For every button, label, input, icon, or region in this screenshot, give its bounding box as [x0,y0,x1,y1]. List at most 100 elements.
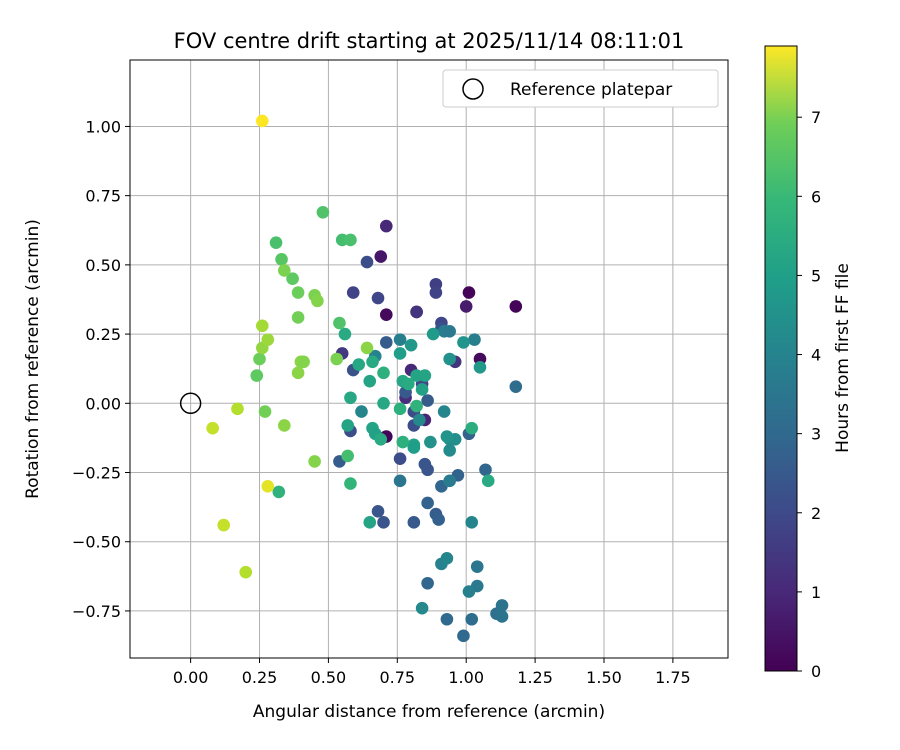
data-point [470,560,484,573]
data-point [344,391,357,405]
data-point [377,366,390,380]
x-tick-label: 0.25 [242,668,278,687]
legend-box [442,69,719,108]
data-point [443,325,456,338]
colorbar-tick-label: 0 [811,662,821,681]
data-point [374,250,388,263]
data-point [275,253,288,266]
data-point [272,485,286,499]
data-points [206,114,523,643]
data-point [421,576,434,590]
x-axis-ticks: 0.00 0.25 0.50 0.75 1.00 1.25 1.50 1.75 [173,658,691,687]
data-point [410,305,423,319]
data-point [258,405,272,418]
colorbar-tick-label: 2 [811,504,821,523]
y-tick-label: 1.00 [85,117,121,136]
data-point [393,333,407,346]
data-point [413,413,426,427]
data-point [440,430,454,443]
data-point [291,311,305,324]
data-point [377,516,390,529]
colorbar: 0 1 2 3 4 5 6 7 Hours from first FF file [764,45,853,681]
x-axis-label: Angular distance from reference (arcmin) [253,702,605,722]
data-point [341,449,355,463]
data-point [393,452,407,465]
data-point [495,610,509,623]
data-point [379,308,393,322]
x-tick-label: 1.00 [448,668,484,687]
data-point [481,474,495,488]
data-point [457,629,470,643]
data-point [393,347,407,360]
data-point [418,369,432,382]
data-point [468,333,481,346]
data-point [509,380,523,393]
data-point [316,205,330,219]
data-point [462,286,476,299]
data-point [415,601,429,615]
data-point [346,286,360,299]
data-point [374,432,388,446]
chart-title: FOV centre drift starting at 2025/11/14 … [174,29,685,53]
data-point [443,352,456,366]
reference-open-circle-icon [179,392,202,415]
data-point [432,513,445,526]
data-point [473,361,487,374]
data-point [404,338,418,352]
legend-label: Reference platepar [510,80,672,100]
data-point [440,612,454,626]
data-point [465,421,479,435]
y-tick-label: 0.25 [85,325,121,344]
data-point [407,441,421,454]
data-point [341,419,355,432]
y-tick-label: −0.50 [72,533,121,552]
data-point [255,114,269,128]
data-point [278,419,291,432]
data-point [437,405,451,418]
data-point [261,480,275,493]
x-tick-label: 0.00 [173,668,209,687]
data-point [459,300,473,313]
colorbar-tick-label: 3 [811,425,821,444]
data-point [330,352,343,366]
data-point [457,336,470,349]
data-point [421,463,434,477]
data-point [338,327,352,341]
y-axis-label: Rotation from reference (arcmin) [23,219,43,499]
y-tick-label: 0.00 [85,394,121,413]
data-point [407,516,421,529]
data-point [363,516,377,529]
data-point [421,394,434,407]
colorbar-tick-label: 4 [811,346,821,365]
colorbar-gradient [764,45,798,672]
y-tick-label: 0.50 [85,256,121,275]
data-point [231,402,244,416]
grid-lines [130,60,728,658]
data-point [393,402,407,416]
data-point [286,272,299,286]
data-point [371,291,385,305]
plot-frame [129,59,729,659]
data-point [360,341,374,355]
colorbar-tick-label: 6 [811,187,821,206]
y-tick-label: 0.75 [85,187,121,206]
data-point [377,396,390,410]
data-point [479,463,492,477]
data-point [462,585,476,598]
data-point [379,219,393,233]
legend-open-circle-icon [462,78,484,100]
data-point [344,233,357,247]
data-point [443,474,456,488]
data-point [393,474,407,488]
data-point [255,319,269,333]
data-point [426,327,440,341]
data-point [206,421,219,435]
reference-point [179,392,202,415]
colorbar-tick-label: 5 [811,266,821,285]
data-point [333,316,346,330]
data-point [379,336,393,349]
x-tick-label: 1.25 [517,668,553,687]
data-point [297,355,310,369]
data-point [495,599,509,612]
data-point [465,516,479,529]
